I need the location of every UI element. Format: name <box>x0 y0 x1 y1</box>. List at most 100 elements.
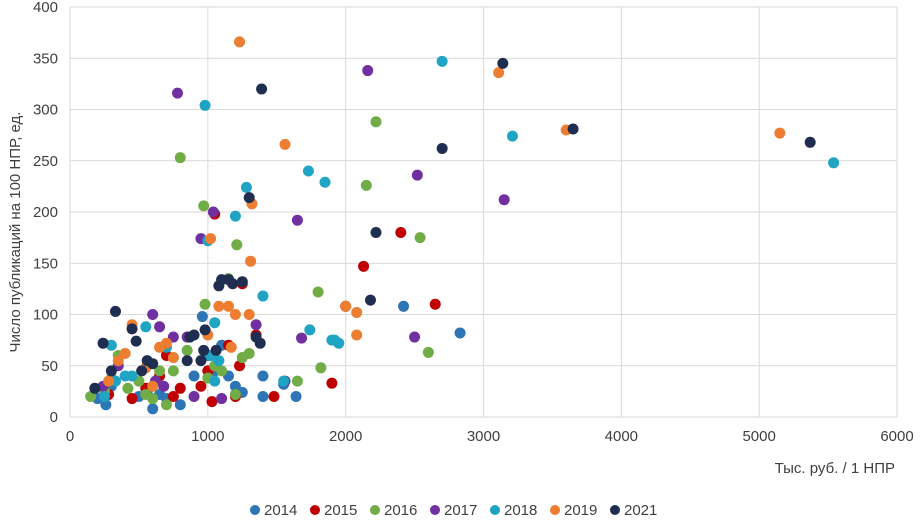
x-tick-label: 1000 <box>191 428 224 445</box>
y-tick-label: 200 <box>33 204 58 221</box>
point-2019 <box>774 127 786 139</box>
point-2019 <box>147 380 159 392</box>
point-2017 <box>498 194 510 206</box>
point-2019 <box>205 233 217 245</box>
x-tick-label: 0 <box>66 428 74 445</box>
point-2016 <box>360 179 372 191</box>
y-tick-label: 350 <box>33 50 58 67</box>
point-2016 <box>315 362 327 374</box>
legend-marker-2019 <box>550 505 560 515</box>
x-axis-label: Тыс. руб. / 1 НПР <box>775 460 895 477</box>
point-2015 <box>195 380 207 392</box>
point-2021 <box>109 305 121 317</box>
point-2018 <box>257 290 269 302</box>
point-2014 <box>398 300 410 312</box>
x-tick-label: 3000 <box>467 428 500 445</box>
y-tick-label: 50 <box>41 358 58 375</box>
point-2019 <box>245 255 257 267</box>
point-2018 <box>199 99 211 111</box>
point-2016 <box>312 286 324 298</box>
point-2016 <box>370 116 382 128</box>
point-2017 <box>411 169 423 181</box>
point-2016 <box>243 347 255 359</box>
legend-label-2014: 2014 <box>264 502 297 519</box>
point-2016 <box>160 399 172 411</box>
point-2016 <box>291 375 303 387</box>
point-2016 <box>122 382 134 394</box>
point-2019 <box>160 337 172 349</box>
legend-label-2016: 2016 <box>384 502 417 519</box>
point-2015 <box>126 393 138 405</box>
legend-label-2018: 2018 <box>504 502 537 519</box>
legend: 2014 2015 2016 2017 2018 2019 2021 <box>250 502 657 519</box>
point-2019 <box>119 347 131 359</box>
point-2016 <box>167 365 179 377</box>
y-tick-label: 400 <box>33 0 58 16</box>
point-2021 <box>210 344 222 356</box>
point-2021 <box>254 337 266 349</box>
point-2014 <box>174 399 186 411</box>
point-2019 <box>493 67 505 79</box>
point-2017 <box>172 87 184 99</box>
legend-label-2017: 2017 <box>444 502 477 519</box>
point-2017 <box>296 332 308 344</box>
point-2015 <box>206 396 218 408</box>
x-tick-labels: 0 1000 2000 3000 4000 5000 6000 <box>66 428 914 445</box>
point-2021 <box>188 329 200 341</box>
y-tick-label: 250 <box>33 153 58 170</box>
x-tick-label: 4000 <box>605 428 638 445</box>
point-2018 <box>229 210 241 222</box>
y-tick-labels: 0 50 100 150 200 250 300 350 400 <box>33 0 58 426</box>
point-2017 <box>362 65 374 77</box>
point-2017 <box>147 309 159 320</box>
point-2021 <box>227 278 239 290</box>
point-2016 <box>147 393 159 405</box>
point-2019 <box>112 355 124 367</box>
point-2016 <box>154 365 166 377</box>
x-tick-label: 2000 <box>329 428 362 445</box>
point-2019 <box>229 309 241 320</box>
point-2019 <box>351 306 363 318</box>
point-2015 <box>395 227 407 238</box>
point-2016 <box>414 232 426 244</box>
point-2021 <box>436 142 448 154</box>
point-2019 <box>279 138 291 150</box>
legend-label-2015: 2015 <box>324 502 357 519</box>
point-2021 <box>199 324 211 336</box>
point-2019 <box>103 375 115 387</box>
grid <box>69 6 898 418</box>
point-2018 <box>278 375 290 387</box>
point-2021 <box>198 344 210 356</box>
point-2016 <box>199 298 211 310</box>
point-2018 <box>98 391 110 402</box>
point-2018 <box>506 130 518 142</box>
point-2021 <box>105 365 117 377</box>
legend-marker-2014 <box>250 505 260 515</box>
point-2014 <box>196 311 208 323</box>
point-2016 <box>216 365 228 377</box>
point-2016 <box>85 391 97 402</box>
point-2019 <box>340 300 352 312</box>
point-2019 <box>223 300 235 312</box>
point-2019 <box>213 300 225 312</box>
y-axis-label: Число публикаций на 100 НПР, ед. <box>7 112 24 353</box>
point-2015 <box>268 391 280 402</box>
point-2014 <box>257 391 269 402</box>
point-2021 <box>126 323 138 335</box>
point-2018 <box>828 157 840 169</box>
point-2018 <box>209 317 221 329</box>
point-2021 <box>195 355 207 367</box>
point-2014 <box>100 399 112 411</box>
y-tick-label: 150 <box>33 255 58 272</box>
legend-marker-2018 <box>490 505 500 515</box>
point-2014 <box>290 391 302 402</box>
point-2021 <box>256 83 268 95</box>
point-2017 <box>409 331 421 343</box>
point-2015 <box>167 391 179 402</box>
point-2017 <box>154 321 166 333</box>
point-2019 <box>225 341 237 353</box>
point-2021 <box>567 123 579 135</box>
point-2018 <box>304 324 316 336</box>
point-2014 <box>147 403 159 415</box>
x-tick-label: 5000 <box>742 428 775 445</box>
